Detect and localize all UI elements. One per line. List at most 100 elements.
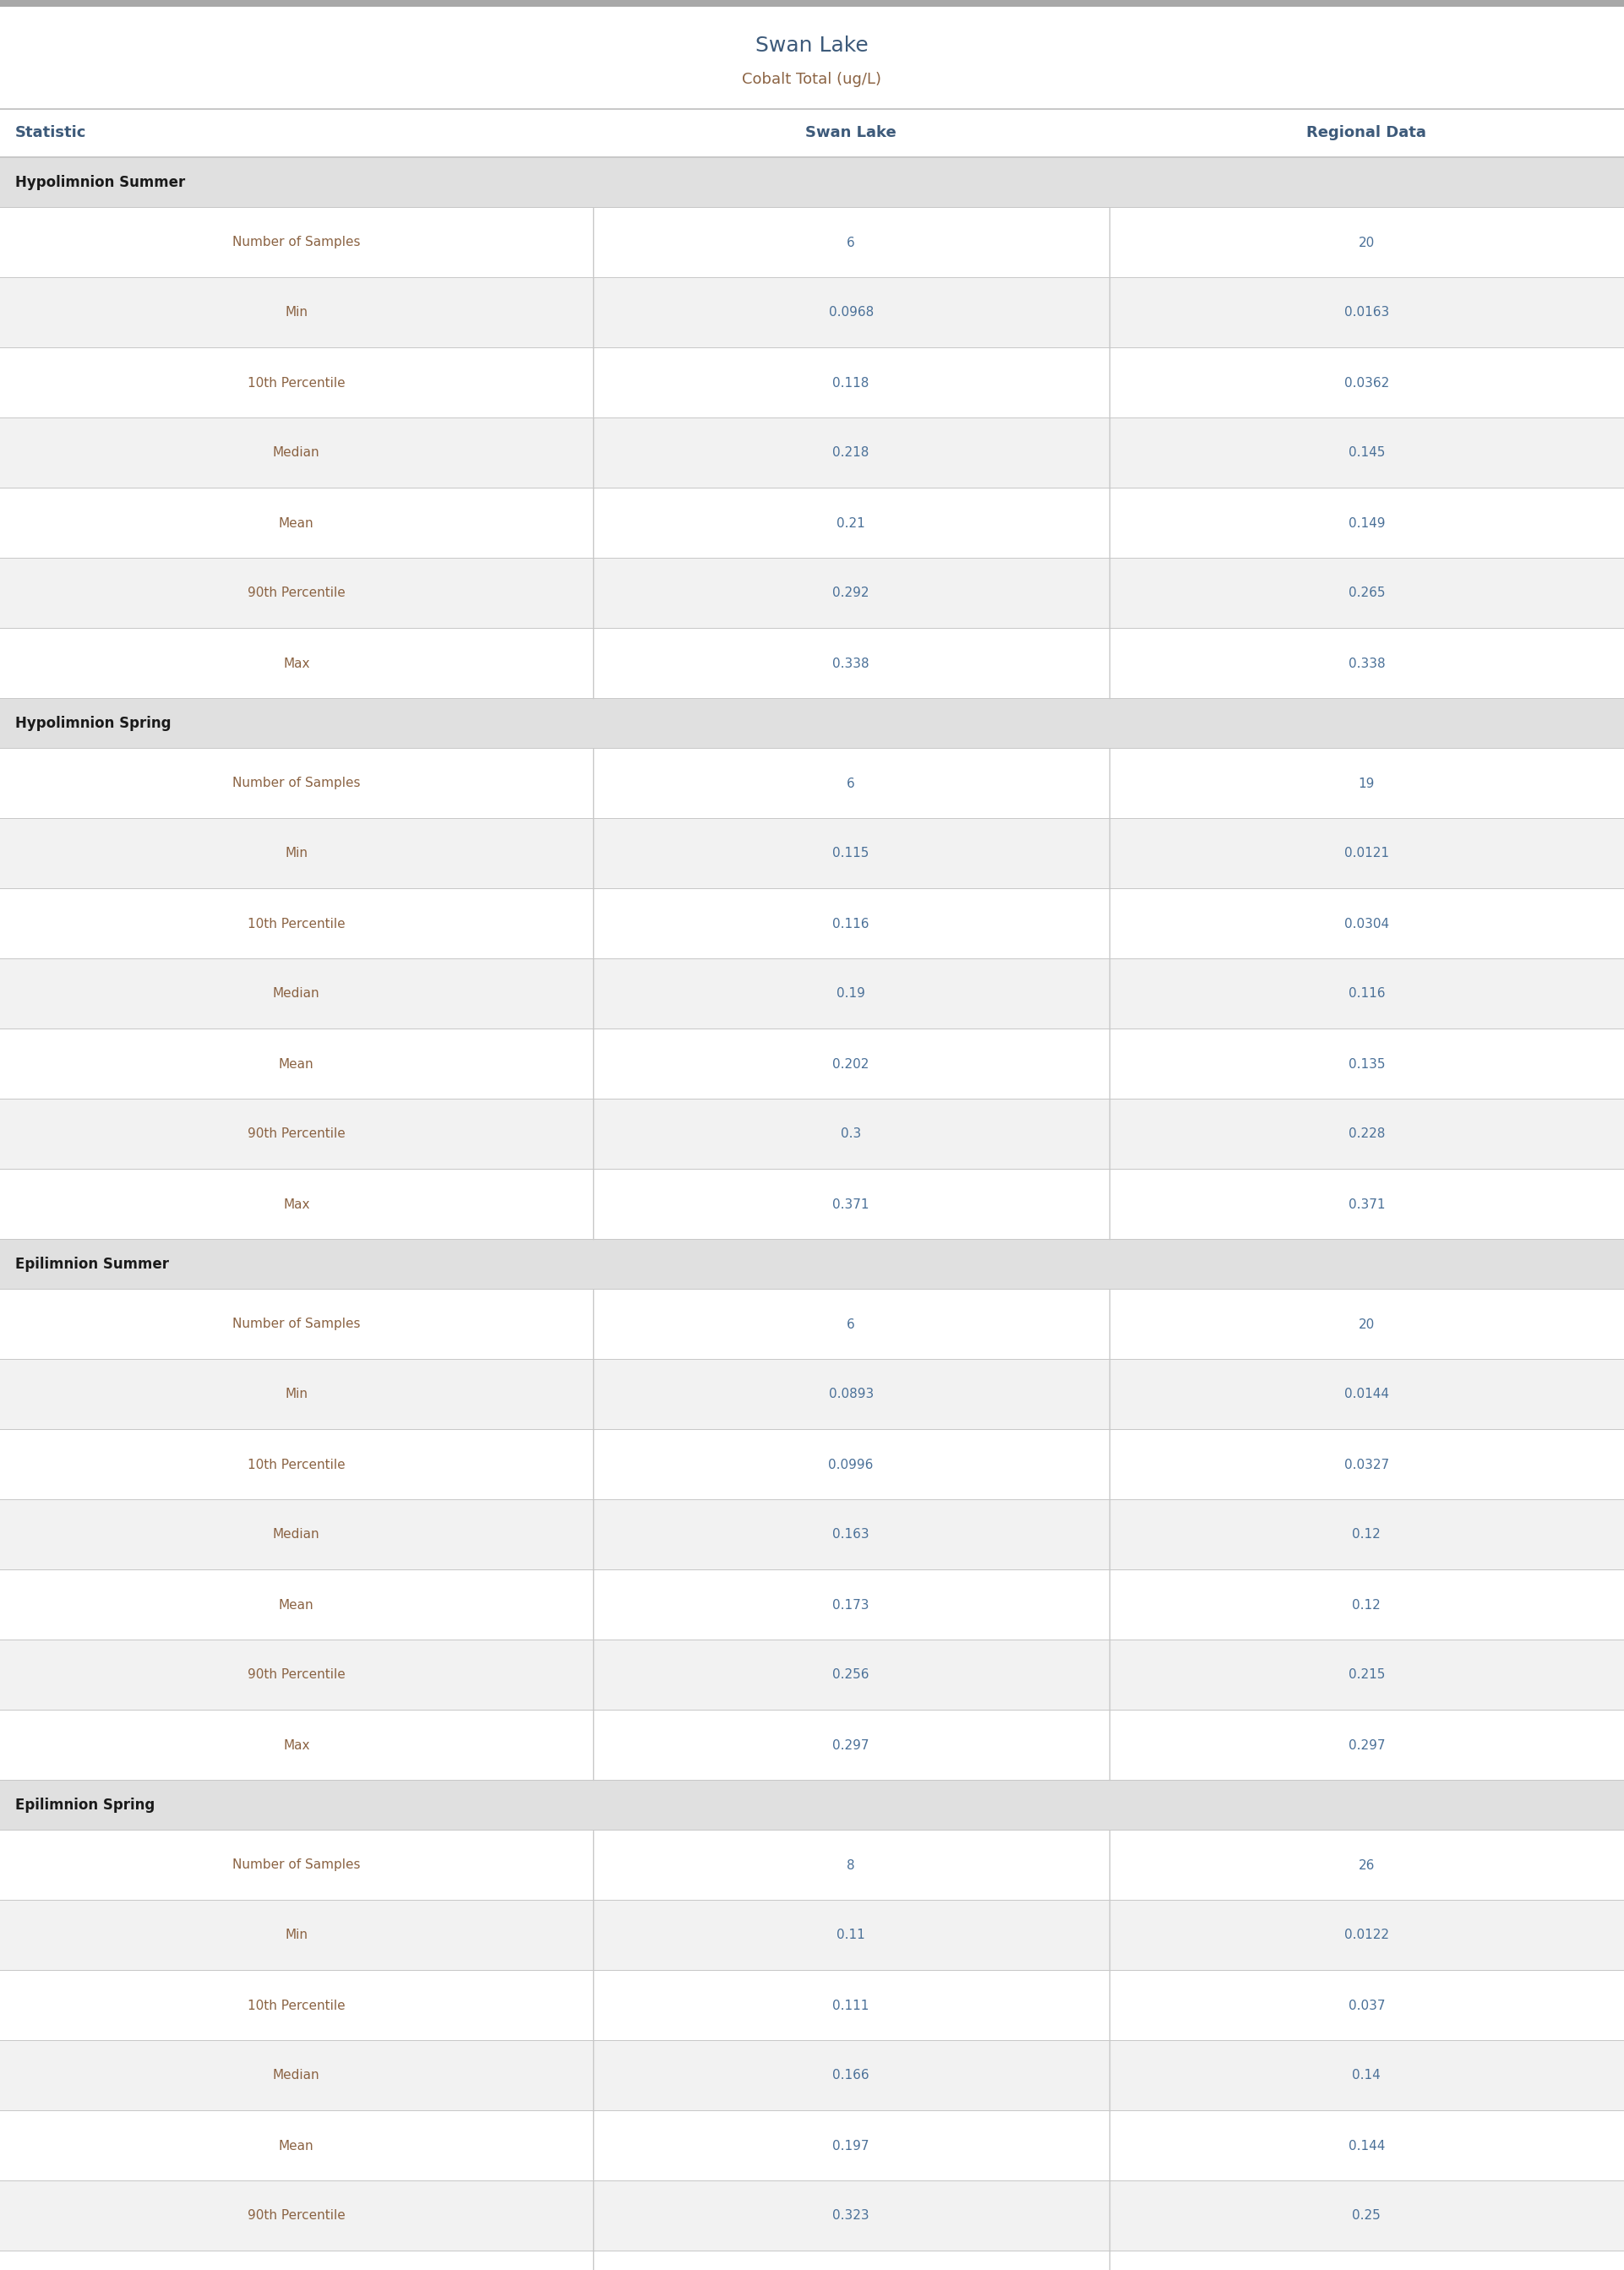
- Text: Median: Median: [273, 987, 320, 1001]
- Text: Max: Max: [283, 656, 310, 670]
- Text: 10th Percentile: 10th Percentile: [247, 2000, 346, 2011]
- Bar: [0, 2111, 1624, 2181]
- Text: 0.166: 0.166: [833, 2070, 869, 2082]
- Bar: [0, 699, 1624, 747]
- Bar: [0, 159, 1624, 207]
- Text: 0.0996: 0.0996: [828, 1457, 874, 1471]
- Text: 0.371: 0.371: [833, 1199, 869, 1210]
- Bar: [0, 1500, 1624, 1569]
- Text: 0.371: 0.371: [1348, 1199, 1385, 1210]
- Text: 0.0968: 0.0968: [828, 306, 874, 320]
- Text: 10th Percentile: 10th Percentile: [247, 917, 346, 931]
- Text: 0.0144: 0.0144: [1345, 1389, 1389, 1401]
- Text: 90th Percentile: 90th Percentile: [247, 1128, 346, 1140]
- Text: Epilimnion Summer: Epilimnion Summer: [15, 1258, 169, 1271]
- Text: 0.0304: 0.0304: [1345, 917, 1389, 931]
- Bar: [0, 1360, 1624, 1430]
- Text: 10th Percentile: 10th Percentile: [247, 377, 346, 388]
- Text: 0.144: 0.144: [1348, 2138, 1385, 2152]
- Text: Hypolimnion Summer: Hypolimnion Summer: [15, 175, 185, 191]
- Text: 0.0362: 0.0362: [1345, 377, 1389, 388]
- Bar: [0, 1712, 1624, 1780]
- Text: 0.228: 0.228: [1348, 1128, 1385, 1140]
- Text: Max: Max: [283, 1739, 310, 1752]
- Bar: [0, 2181, 1624, 2250]
- Text: Median: Median: [273, 447, 320, 459]
- Bar: [0, 1239, 1624, 1289]
- Bar: [0, 488, 1624, 558]
- Text: Max: Max: [283, 1199, 310, 1210]
- Text: 0.14: 0.14: [1353, 2070, 1380, 2082]
- Text: 8: 8: [846, 1859, 856, 1870]
- Text: 0.215: 0.215: [1348, 1668, 1385, 1682]
- Text: Number of Samples: Number of Samples: [232, 236, 361, 250]
- Text: 90th Percentile: 90th Percentile: [247, 2209, 346, 2222]
- Bar: [0, 1780, 1624, 1830]
- Bar: [0, 1641, 1624, 1709]
- Text: 0.338: 0.338: [1348, 656, 1385, 670]
- Text: Number of Samples: Number of Samples: [232, 1859, 361, 1870]
- Text: 19: 19: [1358, 776, 1376, 790]
- Text: 20: 20: [1358, 236, 1376, 250]
- Text: 0.111: 0.111: [833, 2000, 869, 2011]
- Text: Cobalt Total (ug/L): Cobalt Total (ug/L): [742, 73, 882, 86]
- Text: 26: 26: [1358, 1859, 1376, 1870]
- Bar: [0, 209, 1624, 277]
- Text: 0.19: 0.19: [836, 987, 866, 1001]
- Text: Median: Median: [273, 2070, 320, 2082]
- Text: Hypolimnion Spring: Hypolimnion Spring: [15, 715, 171, 731]
- Bar: [0, 629, 1624, 699]
- Text: Regional Data: Regional Data: [1307, 125, 1426, 141]
- Bar: [0, 558, 1624, 629]
- Text: 90th Percentile: 90th Percentile: [247, 1668, 346, 1682]
- Bar: [0, 1571, 1624, 1639]
- Text: 0.3: 0.3: [841, 1128, 861, 1140]
- Text: 0.197: 0.197: [833, 2138, 869, 2152]
- Bar: [0, 418, 1624, 488]
- Bar: [0, 109, 1624, 157]
- Bar: [0, 1900, 1624, 1970]
- Text: 0.0122: 0.0122: [1345, 1930, 1389, 1941]
- Text: 0.0121: 0.0121: [1345, 847, 1389, 860]
- Bar: [0, 277, 1624, 347]
- Text: 0.135: 0.135: [1348, 1058, 1385, 1071]
- Text: 0.116: 0.116: [833, 917, 869, 931]
- Text: Min: Min: [284, 306, 309, 320]
- Text: 0.145: 0.145: [1348, 447, 1385, 459]
- Text: Epilimnion Spring: Epilimnion Spring: [15, 1798, 154, 1814]
- Text: 0.149: 0.149: [1348, 518, 1385, 529]
- Text: Mean: Mean: [279, 518, 313, 529]
- Bar: [0, 819, 1624, 888]
- Text: 0.115: 0.115: [833, 847, 869, 860]
- Bar: [0, 2252, 1624, 2270]
- Text: 0.265: 0.265: [1348, 588, 1385, 599]
- Text: 0.297: 0.297: [833, 1739, 869, 1752]
- Bar: [0, 1169, 1624, 1239]
- Bar: [0, 7, 1624, 109]
- Text: 20: 20: [1358, 1319, 1376, 1330]
- Text: Statistic: Statistic: [15, 125, 86, 141]
- Text: 0.25: 0.25: [1353, 2209, 1380, 2222]
- Text: 0.173: 0.173: [833, 1598, 869, 1612]
- Bar: [0, 1028, 1624, 1099]
- Text: 0.0893: 0.0893: [828, 1389, 874, 1401]
- Bar: [0, 890, 1624, 958]
- Text: 0.256: 0.256: [833, 1668, 869, 1682]
- Text: 0.218: 0.218: [833, 447, 869, 459]
- Text: 0.338: 0.338: [833, 656, 869, 670]
- Text: 0.12: 0.12: [1353, 1598, 1380, 1612]
- Text: Swan Lake: Swan Lake: [755, 34, 869, 54]
- Text: 6: 6: [846, 1319, 856, 1330]
- Text: 0.163: 0.163: [833, 1528, 869, 1541]
- Bar: [0, 2041, 1624, 2111]
- Text: 6: 6: [846, 236, 856, 250]
- Text: 90th Percentile: 90th Percentile: [247, 588, 346, 599]
- Text: 0.202: 0.202: [833, 1058, 869, 1071]
- Text: 0.116: 0.116: [1348, 987, 1385, 1001]
- Text: Mean: Mean: [279, 1058, 313, 1071]
- Text: 0.11: 0.11: [836, 1930, 866, 1941]
- Bar: [0, 1430, 1624, 1498]
- Text: Swan Lake: Swan Lake: [806, 125, 896, 141]
- Bar: [0, 749, 1624, 817]
- Text: 0.037: 0.037: [1348, 2000, 1385, 2011]
